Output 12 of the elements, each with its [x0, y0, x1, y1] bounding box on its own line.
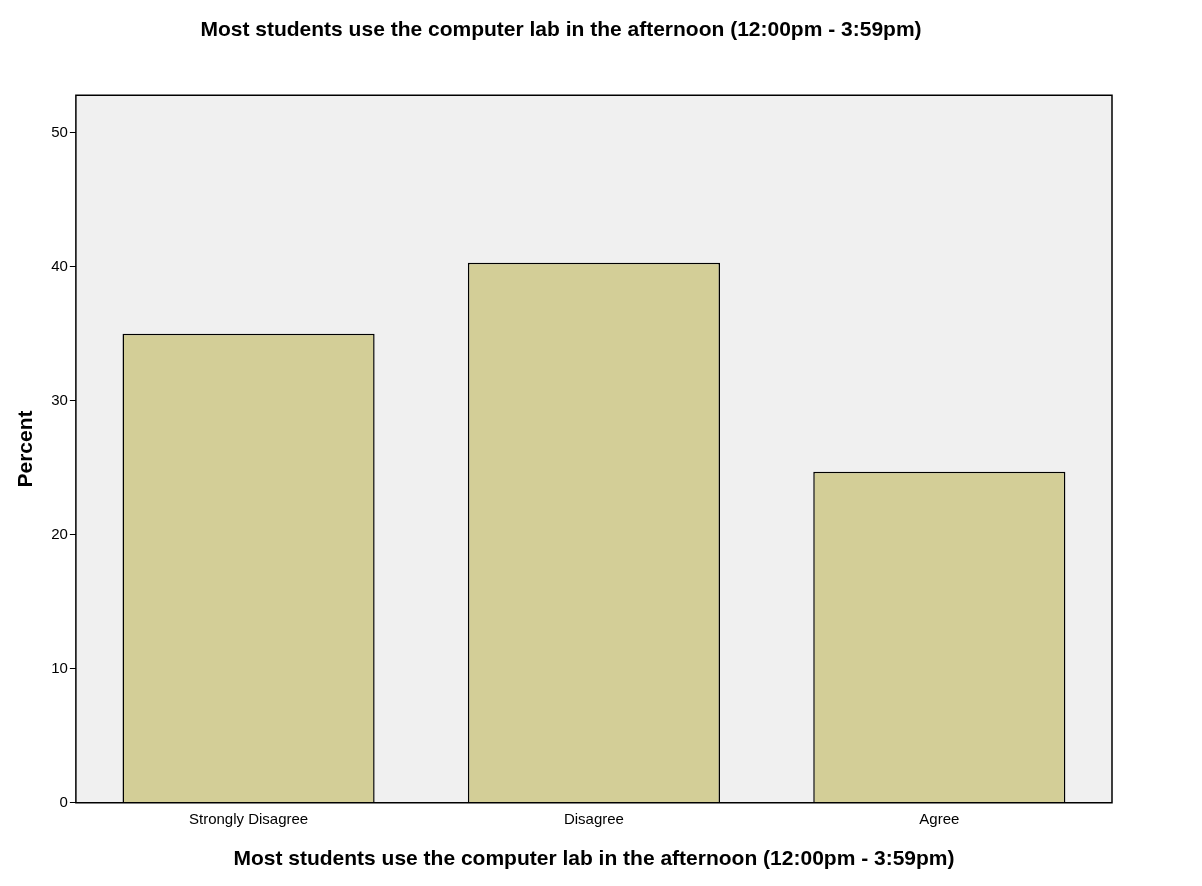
y-tick-label: 40 — [51, 256, 68, 274]
y-tick-label: 10 — [51, 658, 68, 676]
y-tick-label: 20 — [51, 524, 68, 542]
y-tick-label: 0 — [59, 792, 68, 810]
x-axis-title: Most students use the computer lab in the afternoon (12:00pm - 3:59pm) — [233, 846, 955, 870]
y-axis-title: Percent — [13, 410, 37, 488]
y-tick-label: 50 — [51, 122, 68, 140]
chart-title: Most students use the computer lab in the afternoon (12:00pm - 3:59pm) — [200, 17, 922, 41]
x-tick-label: Strongly Disagree — [188, 809, 309, 827]
x-tick-label: Disagree — [563, 809, 624, 827]
x-tick-label: Agree — [919, 809, 960, 827]
y-tick-label: 30 — [51, 390, 68, 408]
